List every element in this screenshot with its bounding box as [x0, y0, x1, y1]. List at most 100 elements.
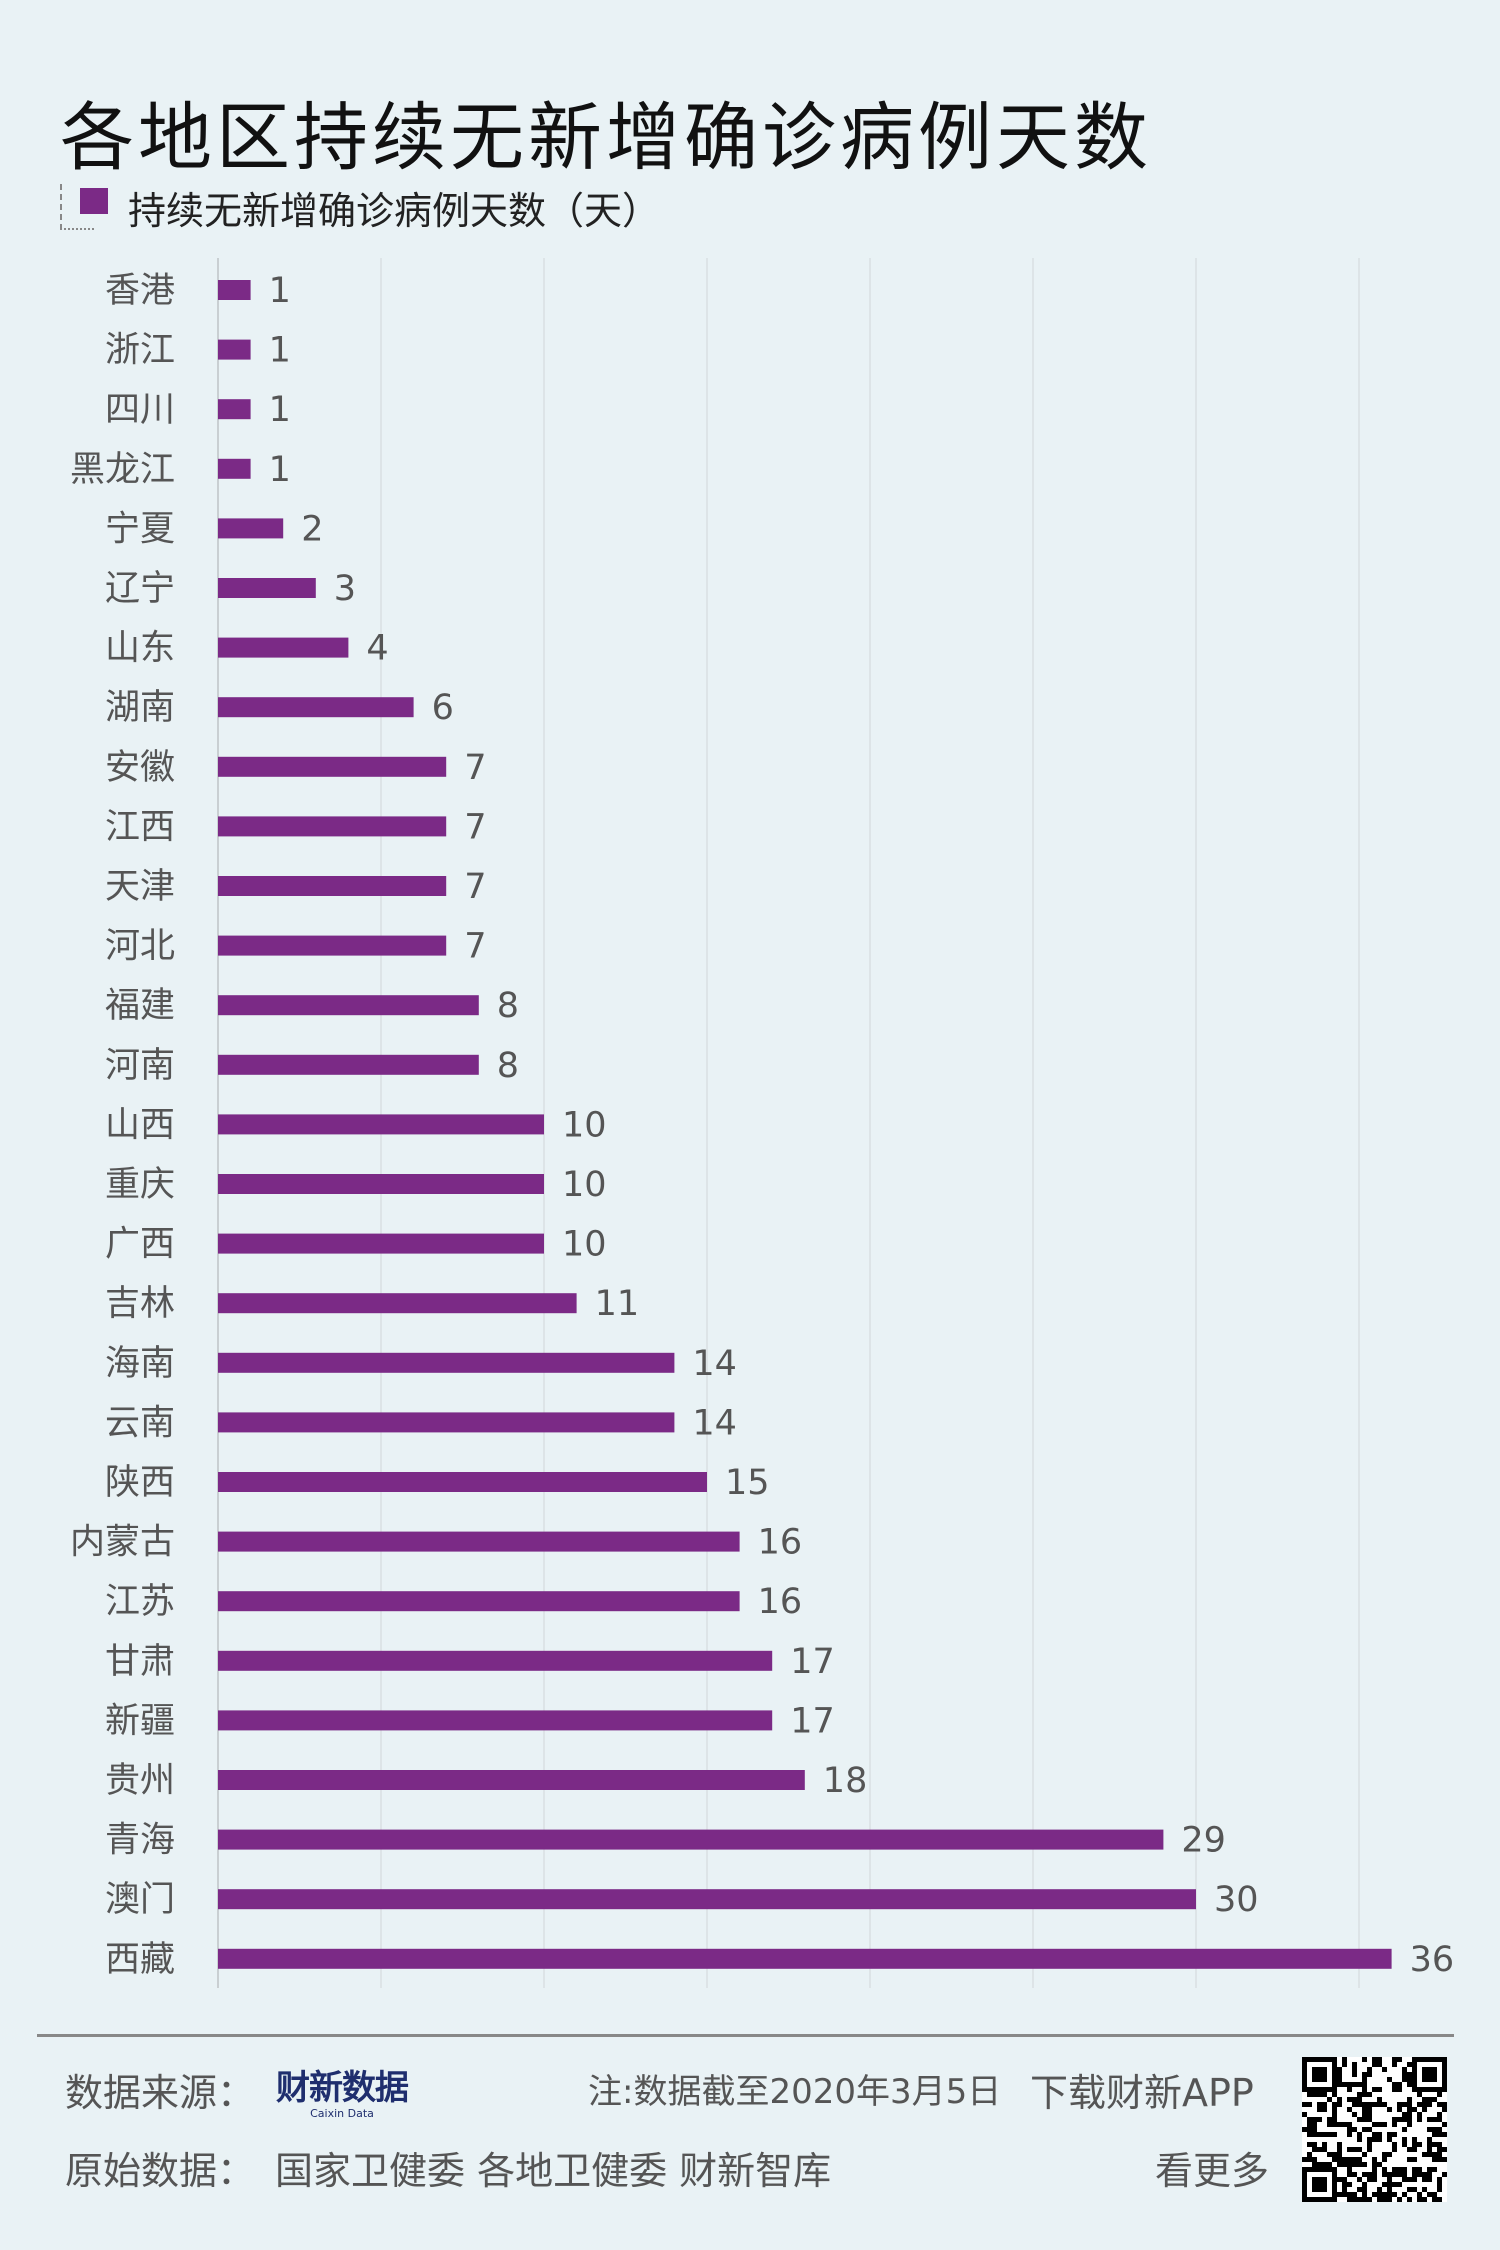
bar	[218, 637, 349, 658]
category-label: 海南	[105, 1344, 175, 1384]
category-label: 西藏	[105, 1940, 175, 1980]
category-label: 福建	[105, 986, 175, 1026]
bar	[218, 1412, 675, 1433]
value-label: 14	[692, 1344, 737, 1384]
bar	[218, 935, 447, 956]
value-label: 7	[464, 807, 486, 847]
category-label: 宁夏	[105, 509, 175, 549]
bar	[218, 1054, 479, 1075]
bar	[218, 280, 251, 300]
bar	[218, 995, 479, 1016]
bar	[218, 1114, 544, 1135]
bar	[218, 876, 447, 896]
value-label: 1	[269, 271, 291, 311]
chart-title: 各地区持续无新增确诊病例天数	[60, 95, 1152, 181]
value-label: 7	[464, 748, 486, 788]
see-more-text: 看更多	[1155, 2149, 1270, 2193]
value-label: 2	[301, 509, 323, 549]
bar	[218, 578, 316, 598]
category-label: 江苏	[105, 1582, 175, 1622]
legend-marker	[60, 184, 108, 230]
value-label: 8	[497, 1046, 519, 1086]
category-label: 天津	[105, 867, 175, 907]
raw-data-sources: 国家卫健委 各地卫健委 财新智库	[275, 2149, 832, 2193]
legend-label: 持续无新增确诊病例天数（天）	[128, 188, 661, 233]
caixin-data-logo: 财新数据 Caixin Data	[276, 2060, 409, 2120]
value-label: 3	[334, 569, 356, 609]
category-label: 黑龙江	[70, 450, 175, 490]
value-label: 6	[432, 688, 454, 728]
category-label: 新疆	[105, 1701, 175, 1741]
bar	[218, 1889, 1196, 1910]
value-label: 14	[692, 1403, 737, 1443]
category-label: 吉林	[105, 1284, 175, 1324]
value-label: 1	[269, 450, 291, 490]
logo-subtext: Caixin Data	[310, 2107, 374, 2120]
category-label: 湖南	[105, 688, 175, 728]
category-label: 江西	[105, 807, 175, 847]
bar	[218, 1472, 707, 1492]
category-label: 安徽	[105, 748, 175, 788]
category-label: 甘肃	[105, 1642, 175, 1682]
bar	[218, 458, 251, 479]
value-label: 16	[758, 1523, 803, 1563]
value-label: 4	[366, 629, 388, 669]
value-label: 18	[823, 1761, 868, 1801]
category-label: 重庆	[105, 1165, 175, 1205]
category-label: 香港	[105, 271, 175, 311]
bar	[218, 1710, 773, 1731]
bar	[218, 339, 251, 360]
category-label: 辽宁	[105, 569, 175, 609]
category-label: 青海	[105, 1821, 175, 1861]
category-label: 山东	[105, 629, 175, 669]
value-label: 8	[497, 986, 519, 1026]
bar	[218, 756, 447, 777]
footer-divider	[37, 2034, 1454, 2037]
category-label: 山西	[105, 1105, 175, 1145]
bar-chart: 香港 1 浙江 1 四川 1 黑龙江 1 宁夏 2 辽宁 3 山东 4 湖南 6 安徽 7 江西 7 天津 7 河北 7 福建 8…	[70, 258, 1455, 1988]
value-label: 7	[464, 927, 486, 967]
value-label: 10	[562, 1225, 607, 1265]
legend: 持续无新增确诊病例天数（天）	[60, 182, 661, 233]
value-label: 30	[1214, 1880, 1259, 1920]
logo-text: 财新数据	[276, 2068, 409, 2108]
category-label: 内蒙古	[70, 1523, 175, 1563]
bar	[218, 1174, 544, 1194]
bar	[218, 1770, 805, 1790]
value-label: 7	[464, 867, 486, 907]
qr-code[interactable]	[1302, 2057, 1447, 2202]
category-label: 河北	[105, 927, 175, 967]
bar	[218, 1233, 544, 1254]
bar	[218, 1829, 1164, 1850]
value-label: 16	[758, 1582, 803, 1622]
value-label: 10	[562, 1165, 607, 1205]
bar	[218, 1650, 773, 1671]
download-app-text: 下载财新APP	[1030, 2071, 1254, 2115]
value-label: 1	[269, 331, 291, 371]
bar	[218, 697, 414, 718]
category-label: 澳门	[105, 1880, 175, 1920]
category-label: 浙江	[105, 331, 175, 371]
bar	[218, 1591, 740, 1612]
category-label: 云南	[105, 1403, 175, 1443]
bar	[218, 1293, 577, 1314]
bar	[218, 1531, 740, 1552]
value-label: 17	[790, 1701, 835, 1741]
value-label: 29	[1181, 1821, 1226, 1861]
category-label: 贵州	[105, 1761, 175, 1801]
source-label: 数据来源：	[65, 2071, 256, 2115]
bar	[218, 1352, 675, 1373]
bar	[218, 816, 447, 837]
value-label: 1	[269, 390, 291, 430]
legend-swatch	[80, 188, 108, 214]
value-label: 10	[562, 1105, 607, 1145]
category-label: 河南	[105, 1046, 175, 1086]
bar	[218, 1948, 1392, 1969]
bar	[218, 518, 284, 539]
bar	[218, 399, 251, 420]
value-label: 15	[725, 1463, 770, 1503]
value-label: 17	[790, 1642, 835, 1682]
value-label: 36	[1410, 1940, 1455, 1980]
value-label: 11	[595, 1284, 640, 1324]
data-date-note: 注:数据截至2020年3月5日	[588, 2072, 1002, 2112]
